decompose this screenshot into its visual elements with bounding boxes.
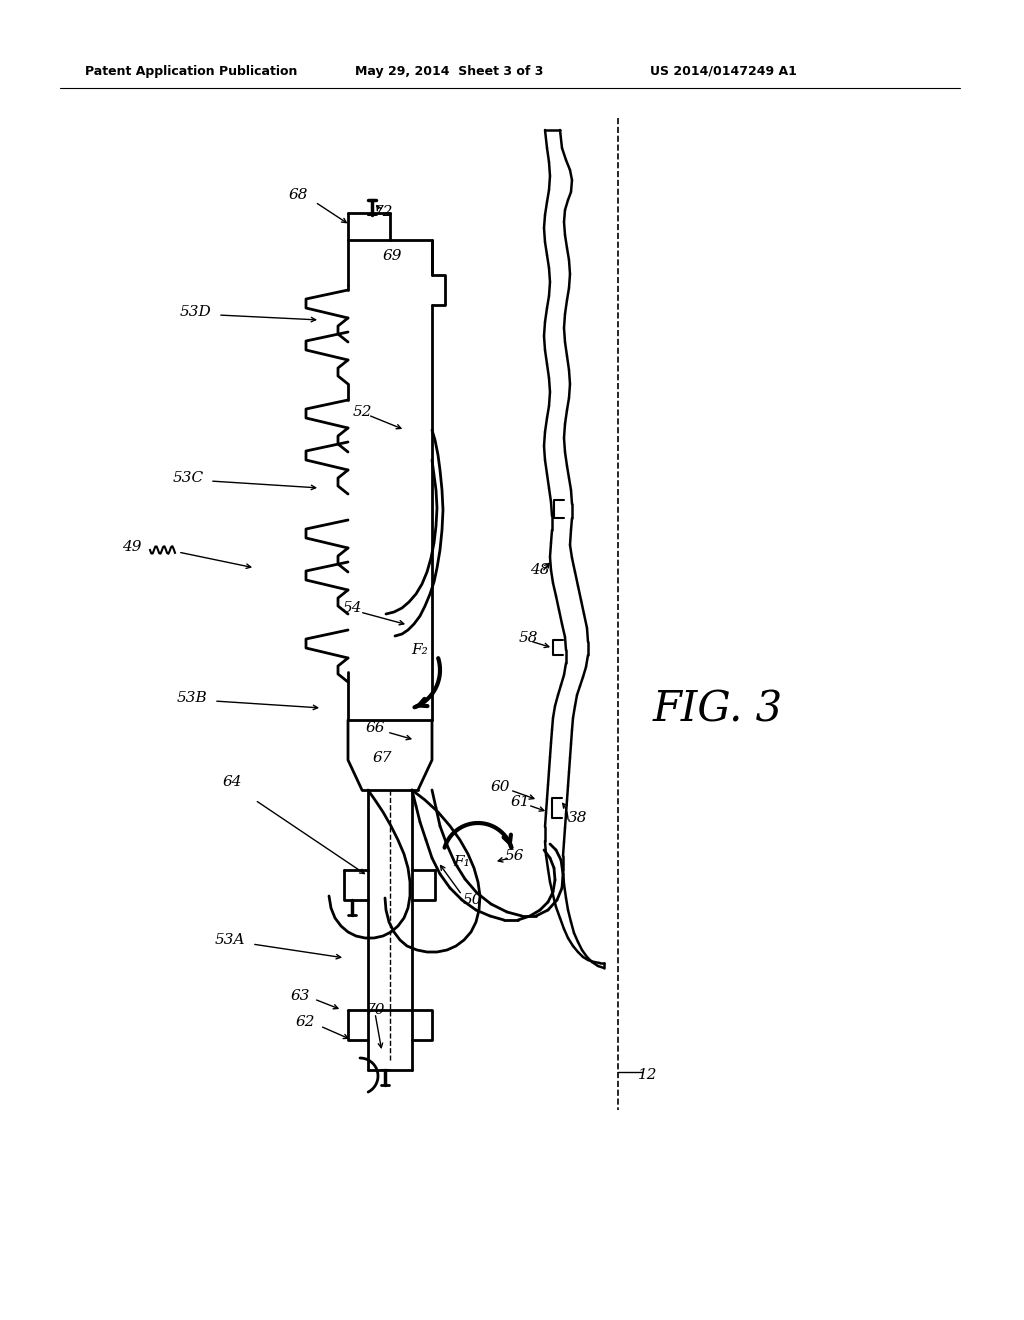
Text: 68: 68 (288, 187, 308, 202)
Text: 56: 56 (504, 849, 523, 863)
Text: 67: 67 (373, 751, 392, 766)
Text: 50: 50 (462, 894, 481, 907)
Text: 58: 58 (518, 631, 538, 645)
Text: F₂: F₂ (412, 643, 428, 657)
Text: 62: 62 (295, 1015, 314, 1030)
Text: 72: 72 (374, 205, 393, 219)
Text: 69: 69 (382, 249, 401, 263)
Text: 60: 60 (490, 780, 510, 795)
Text: 48: 48 (530, 564, 550, 577)
Text: US 2014/0147249 A1: US 2014/0147249 A1 (650, 65, 797, 78)
Text: 52: 52 (352, 405, 372, 418)
Text: 53A: 53A (215, 933, 246, 946)
Text: 70: 70 (366, 1003, 385, 1016)
Text: 64: 64 (222, 775, 242, 789)
Text: 53B: 53B (176, 690, 208, 705)
Text: 63: 63 (290, 989, 309, 1003)
Text: 12: 12 (638, 1068, 657, 1082)
Text: F₁: F₁ (454, 855, 470, 869)
Text: 53D: 53D (180, 305, 212, 319)
Text: FIG. 3: FIG. 3 (653, 689, 783, 731)
Text: 66: 66 (366, 721, 385, 735)
Text: 61: 61 (510, 795, 529, 809)
Text: 38: 38 (568, 810, 588, 825)
Text: 53C: 53C (172, 471, 204, 484)
Text: 54: 54 (342, 601, 361, 615)
Text: 49: 49 (122, 540, 141, 554)
Text: May 29, 2014  Sheet 3 of 3: May 29, 2014 Sheet 3 of 3 (355, 65, 544, 78)
Text: Patent Application Publication: Patent Application Publication (85, 65, 297, 78)
